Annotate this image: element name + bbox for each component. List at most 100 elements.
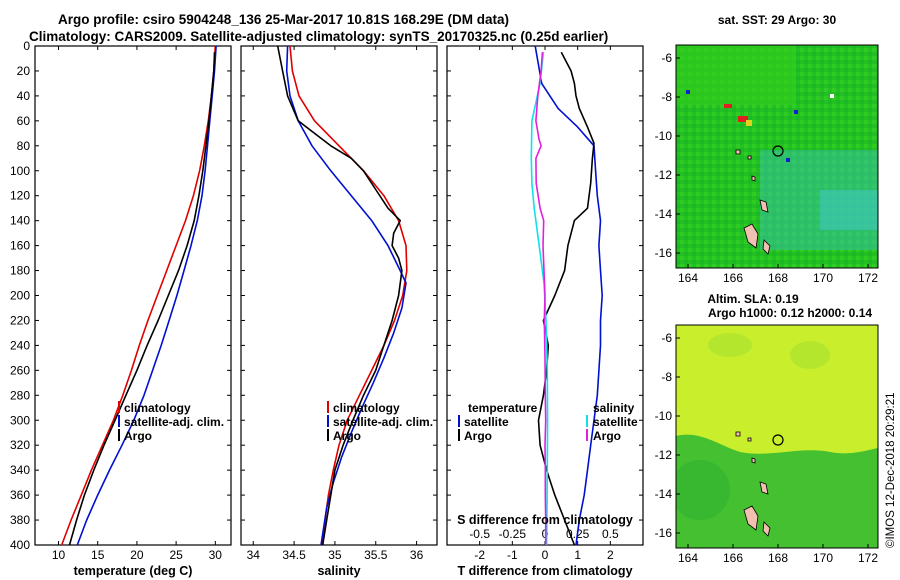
island-chain (735, 149, 771, 255)
x-tick-label: 30 (209, 548, 223, 562)
map-y-tick-label: -10 (655, 129, 673, 143)
sst-cool-patch-2 (820, 190, 878, 230)
depth-tick-label: 360 (10, 488, 30, 502)
map-y-tick-label: -8 (661, 90, 672, 104)
legend-label-temp-argo: Argo (464, 429, 492, 443)
temperature-panel (34, 45, 232, 546)
title-line-2: Climatology: CARS2009. Satellite-adjuste… (29, 29, 609, 44)
map-y-tick-label: -12 (655, 448, 673, 462)
sst-white-pixel (830, 94, 834, 98)
series-line-salinity-satellite (530, 52, 549, 546)
map-x-tick-label: 170 (813, 271, 833, 285)
depth-tick-label: 0 (23, 39, 30, 53)
legend-label-satellite: satellite-adj. clim. (333, 415, 433, 429)
map-y-tick-label: -6 (661, 331, 672, 345)
series-line-temperature-argo (537, 51, 595, 546)
map-y-tick-label: -10 (655, 409, 673, 423)
map-x-tick-label: 168 (768, 271, 788, 285)
map-y-tick-label: -16 (655, 246, 673, 260)
depth-tick-label: 180 (10, 264, 30, 278)
depth-tick-label: 300 (10, 413, 30, 427)
depth-tick-label: 120 (10, 189, 30, 203)
copyright-stamp: ©IMOS 12-Dec-2018 20:29:21 (885, 392, 897, 548)
sla-mid-patch (790, 341, 830, 369)
legend-label-sal-argo: Argo (593, 429, 621, 443)
salinity-legend: climatology satellite-adj. clim. Argo (327, 401, 433, 443)
temperature-legend: climatology satellite-adj. clim. Argo (118, 401, 224, 443)
x-tick-label: 15 (91, 548, 105, 562)
x-tick-label: 35 (328, 548, 342, 562)
series-line-salinity-argo (535, 52, 547, 545)
legend-title-temperature: temperature (468, 401, 538, 415)
map-y-tick-label: -8 (661, 370, 672, 384)
x-tick-label: 35.5 (364, 548, 388, 562)
temperature-chart: 10 15 20 25 30 (35, 45, 231, 562)
legend-label-climatology: climatology (124, 401, 191, 415)
t-difference-axis-label: T difference from climatology (457, 564, 632, 578)
x-tick-label: 2 (607, 548, 614, 562)
depth-tick-label: 260 (10, 363, 30, 377)
map-x-tick-label: 172 (858, 271, 878, 285)
sst-map: sat. SST: 29 Argo: 30 (675, 13, 879, 269)
map-y-tick-label: -14 (655, 207, 673, 221)
series-line-satellite-adj-clim- (285, 45, 407, 546)
island-chain (735, 431, 771, 537)
x-tick-label: 34.5 (282, 548, 306, 562)
temperature-axis-label: temperature (deg C) (74, 564, 193, 578)
s-difference-axis-label: S difference from climatology (457, 513, 633, 527)
s-tick-label: -0.25 (499, 527, 527, 541)
depth-tick-labels: 0 20 40 60 80 100 120 140 160 180 200 220 240 260 280 3… (10, 39, 30, 552)
sla-low-patch (676, 460, 730, 520)
series-line-argo (68, 52, 216, 546)
sst-hot-pixel (738, 116, 748, 122)
depth-tick-label: 340 (10, 463, 30, 477)
x-tick-label: 1 (574, 548, 581, 562)
salinity-axis-label: salinity (317, 564, 360, 578)
map-x-tick-label: 164 (678, 271, 698, 285)
map-x-tick-label: 164 (678, 551, 698, 565)
title-line-1: Argo profile: csiro 5904248_136 25-Mar-2… (58, 12, 509, 27)
legend-title-salinity: salinity (593, 401, 635, 415)
x-tick-label: -2 (474, 548, 485, 562)
depth-tick-label: 80 (17, 139, 31, 153)
legend-label-temp-satellite: satellite (464, 415, 509, 429)
sla-map: Altim. SLA: 0.19 Argo h1000: 0.12 h2000:… (675, 292, 879, 549)
argo-float-marker (772, 145, 784, 157)
map-y-tick-label: -14 (655, 487, 673, 501)
depth-tick-label: 40 (17, 89, 31, 103)
sst-map-title: sat. SST: 29 Argo: 30 (718, 13, 837, 27)
legend-label-argo: Argo (124, 429, 152, 443)
sst-cold-pixel (686, 90, 690, 94)
depth-tick-label: 240 (10, 338, 30, 352)
sst-cold-pixel (786, 158, 790, 162)
map-x-tick-label: 170 (813, 551, 833, 565)
sla-low-band (676, 434, 878, 548)
depth-tick-label: 140 (10, 214, 30, 228)
x-tick-label: 10 (52, 548, 66, 562)
x-tick-label: -1 (507, 548, 518, 562)
s-tick-label: 0.5 (602, 527, 619, 541)
legend-label-sal-satellite: satellite (593, 415, 638, 429)
sla-mid-patch (708, 333, 752, 357)
sst-warm-patch (676, 45, 796, 105)
x-tick-label: 0 (542, 548, 549, 562)
sst-map-frame (675, 44, 879, 269)
map-y-tick-label: -12 (655, 168, 673, 182)
sst-hot-pixel (724, 104, 732, 108)
sla-map-title-2: Argo h1000: 0.12 h2000: 0.14 (708, 306, 872, 320)
sst-cold-pixel (794, 110, 798, 114)
salinity-chart: 34 34.5 35 35.5 36 (241, 45, 437, 562)
map-x-tick-label: 166 (723, 271, 743, 285)
map-y-tick-label: -6 (661, 51, 672, 65)
map-x-tick-label: 166 (723, 551, 743, 565)
legend-label-argo: Argo (333, 429, 361, 443)
map-x-tick-label: 172 (858, 551, 878, 565)
depth-tick-label: 20 (17, 64, 31, 78)
argo-float-marker (772, 434, 784, 446)
sst-hot-pixel (746, 120, 752, 126)
series-line-temperature-satellite (534, 45, 604, 546)
salinity-panel (240, 45, 438, 546)
sla-map-frame (675, 324, 879, 549)
depth-tick-label: 280 (10, 388, 30, 402)
